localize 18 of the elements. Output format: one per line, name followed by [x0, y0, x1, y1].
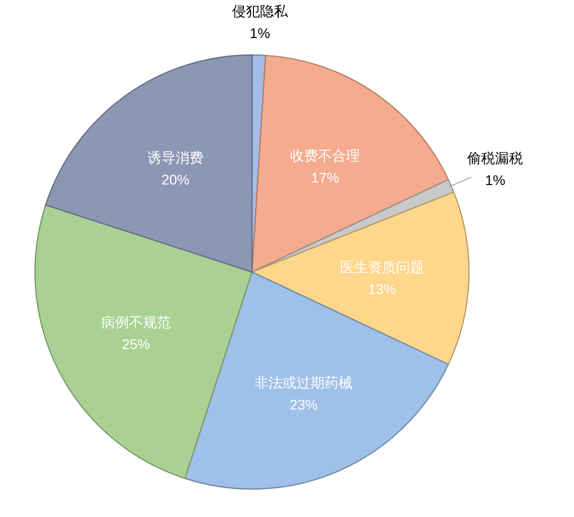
pie-slice — [251, 192, 470, 365]
slice-label: 医生资质问题 — [340, 259, 424, 276]
data-label: 23% — [290, 396, 318, 412]
data-label: 17% — [311, 169, 340, 186]
slice-label: 病例不规范 — [100, 314, 171, 330]
slice-label: 偷税漏税 — [467, 150, 524, 166]
pie-slice — [34, 204, 253, 479]
data-label: 1% — [485, 172, 506, 188]
data-label: 1% — [250, 25, 270, 42]
slice-label: 诱导消费 — [147, 150, 204, 166]
slice-label: 收费不合理 — [290, 147, 360, 164]
data-label: 13% — [368, 281, 396, 298]
pie-slice — [251, 54, 449, 273]
slice-label: 非法或过期药械 — [254, 374, 353, 390]
data-label: 25% — [122, 336, 150, 352]
slice-label: 侵犯隐私 — [232, 3, 289, 20]
pie-slice — [45, 54, 253, 273]
data-label: 20% — [161, 172, 190, 188]
